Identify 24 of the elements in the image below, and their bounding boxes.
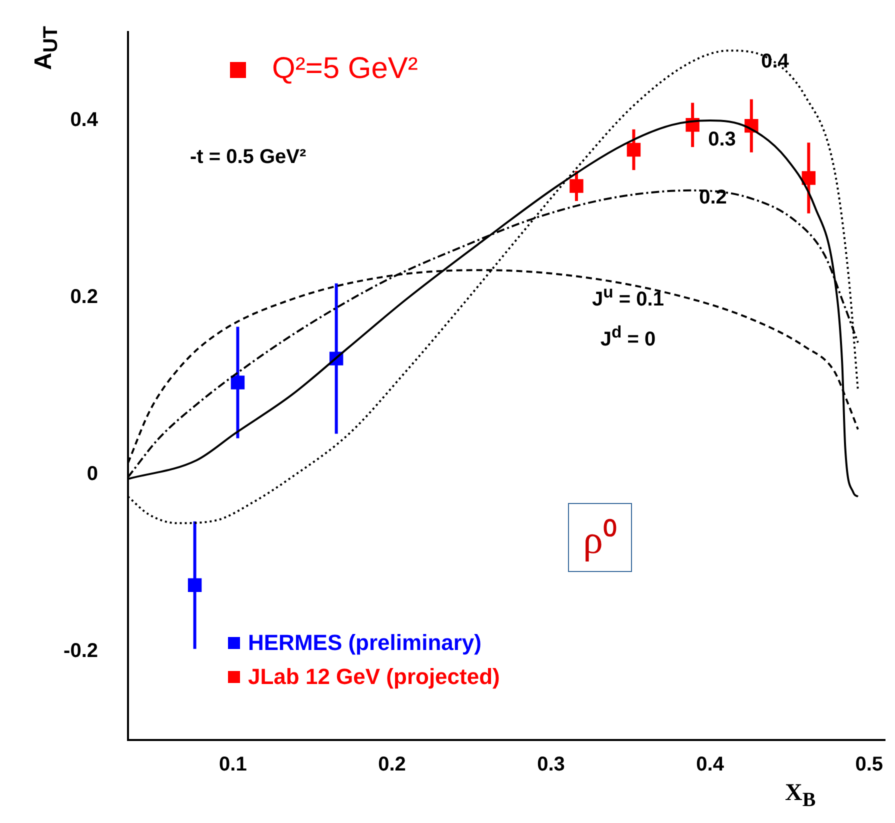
- legend-label: HERMES (preliminary): [247, 630, 482, 656]
- point: [626, 142, 641, 157]
- x-tick-label: 0.4: [696, 754, 725, 776]
- x-axis-title: X$_{B}$: [785, 780, 816, 812]
- annotation: -t = 0.5 GeV²: [190, 146, 306, 169]
- y-tick-label: -0.2: [64, 640, 98, 662]
- point: [802, 171, 816, 185]
- point: [230, 376, 245, 390]
- y-tick-label: 0.4: [70, 109, 99, 132]
- point: [188, 578, 202, 592]
- annotation: J$^{d}$ = 0: [600, 322, 656, 352]
- annotation: ρ⁰: [568, 503, 632, 572]
- x-tick-label: 0.5: [855, 754, 884, 776]
- annotation: J$^{u}$ = 0.1: [592, 282, 664, 312]
- point: [570, 179, 584, 193]
- legend-label: JLab 12 GeV (projected): [247, 664, 500, 690]
- annotation: Q²=5 GeV²: [272, 52, 418, 86]
- x-tick-label: 0.3: [537, 754, 565, 776]
- x-tick-label: 0.1: [219, 754, 247, 776]
- y-tick-label: 0: [86, 463, 98, 486]
- annotation: 0.4: [761, 50, 789, 74]
- annotation: 0.3: [708, 128, 736, 152]
- y-tick-label: 0.2: [70, 286, 98, 308]
- x-tick-label: 0.2: [378, 754, 406, 776]
